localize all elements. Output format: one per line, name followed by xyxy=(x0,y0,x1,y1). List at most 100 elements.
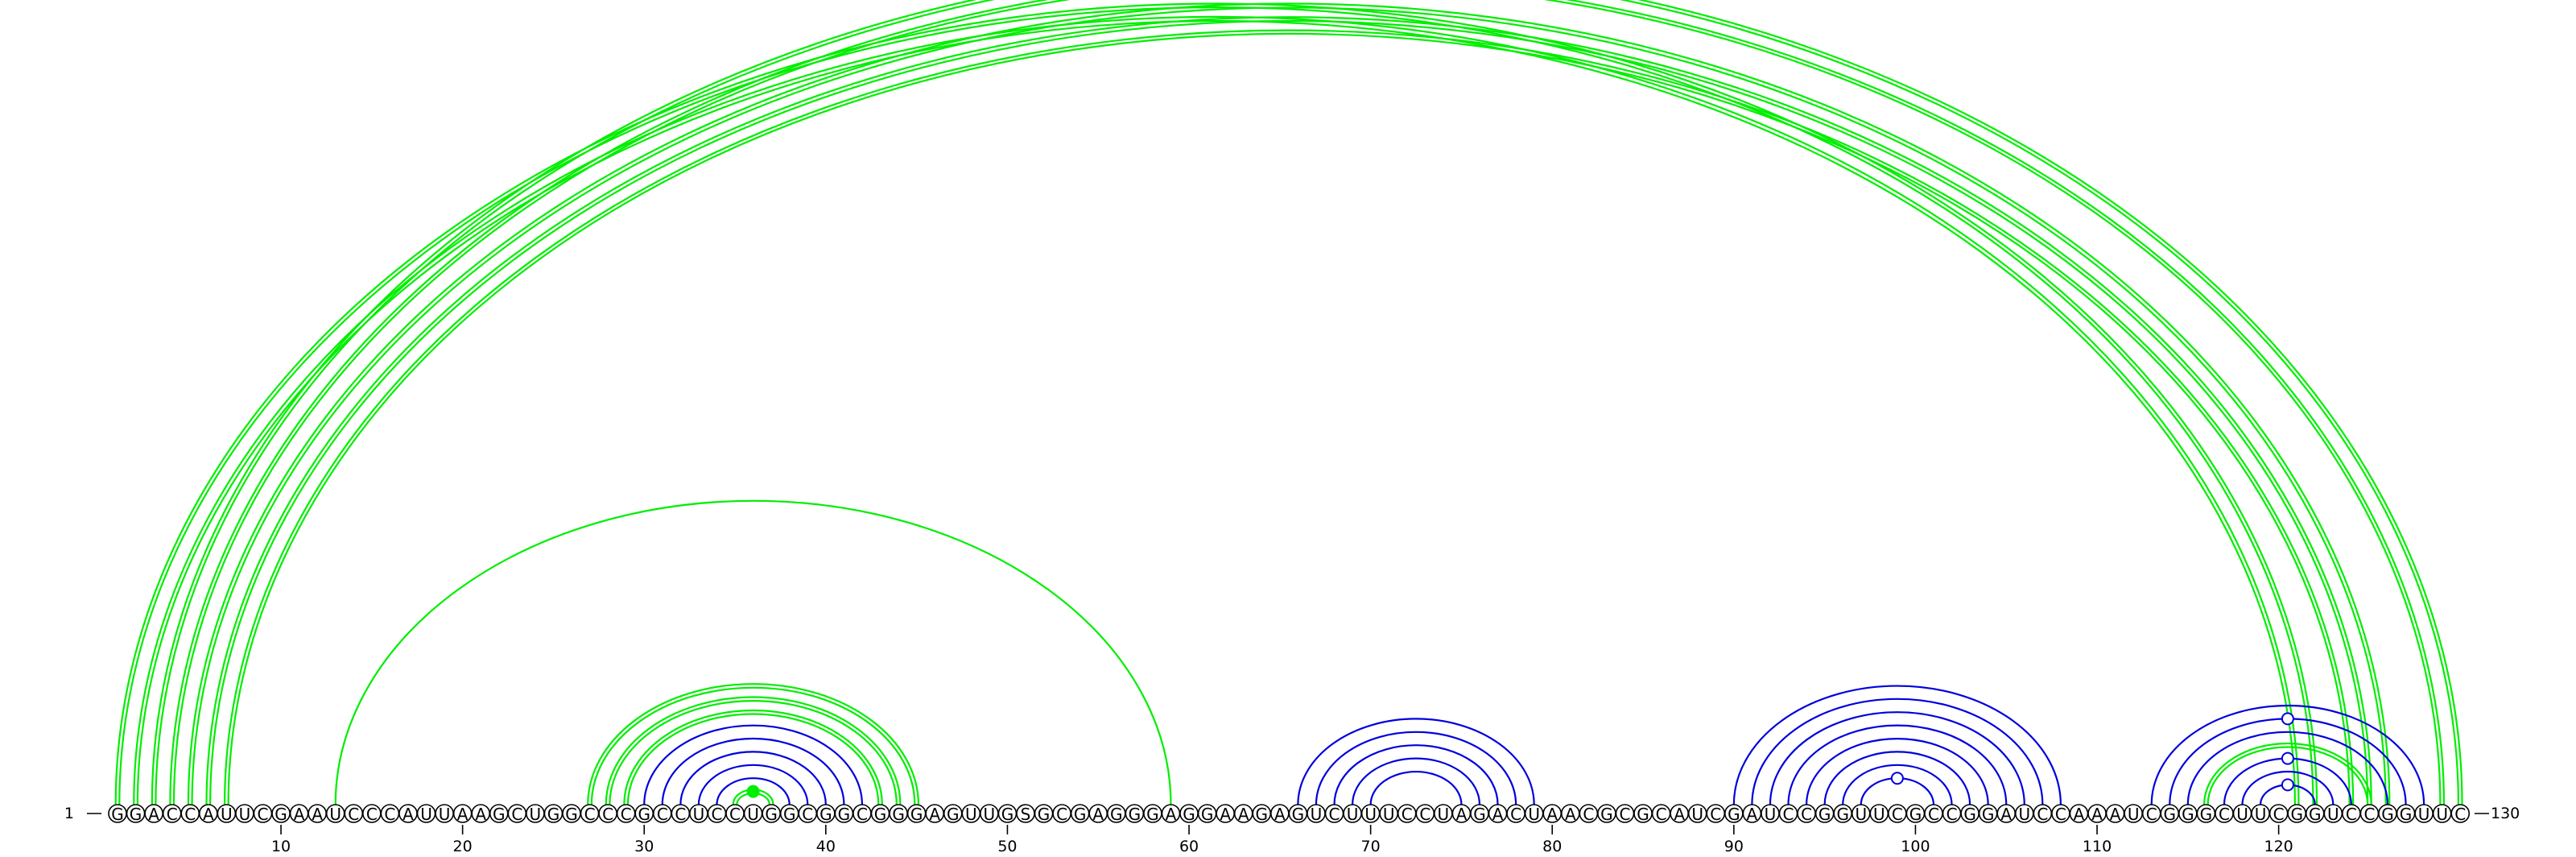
nucleotide: G xyxy=(1814,804,1835,824)
nucleotide: U xyxy=(743,804,763,824)
nucleotide-letter: A xyxy=(457,805,469,824)
open-arc-marker xyxy=(1890,772,1904,785)
nucleotide: G xyxy=(779,804,799,824)
nucleotide-letter: A xyxy=(1492,805,1504,824)
nucleotide-letter: A xyxy=(148,805,159,824)
nucleotide: G xyxy=(271,804,291,824)
nucleotide: G xyxy=(762,804,781,824)
nucleotide: G xyxy=(1034,804,1054,824)
nucleotide-letter: C xyxy=(2055,805,2066,824)
nucleotide: S xyxy=(1016,804,1035,824)
end-label: 130 xyxy=(2491,805,2520,822)
tick-label: 110 xyxy=(2083,838,2112,855)
nucleotide-letter: U xyxy=(420,805,432,824)
nucleotide: G xyxy=(2378,804,2397,824)
blue-arc xyxy=(1823,751,1971,805)
nucleotide: G xyxy=(2396,804,2416,824)
nucleotide: A xyxy=(1270,804,1290,824)
nucleotide-letter: C xyxy=(1583,805,1594,824)
nucleotide: G xyxy=(1833,804,1852,824)
nucleotide-letter: C xyxy=(621,805,632,824)
nucleotide-letter: G xyxy=(1001,805,1014,824)
nucleotide-letter: G xyxy=(2164,805,2177,824)
tick-label: 50 xyxy=(997,838,1017,855)
nucleotide-letter: U xyxy=(1383,805,1395,824)
nucleotide: C xyxy=(1506,804,1525,824)
nucleotide: C xyxy=(2215,804,2234,824)
nucleotide-letter: A xyxy=(1674,805,1685,824)
blue-arc xyxy=(716,777,791,805)
nucleotide-letter: C xyxy=(711,805,722,824)
nucleotide-letter: G xyxy=(1600,805,1613,824)
nucleotide: A xyxy=(289,804,309,824)
nucleotide-letter: G xyxy=(1909,805,1922,824)
nucleotide: U xyxy=(526,804,545,824)
nucleotide: A xyxy=(1233,804,1253,824)
nucleotide-letter: A xyxy=(929,805,940,824)
nucleotide-letter: A xyxy=(2074,805,2085,824)
nucleotide: G xyxy=(906,804,927,824)
blue-arc xyxy=(1842,764,1953,805)
open-arc-marker xyxy=(2281,751,2294,765)
nucleotide: C xyxy=(1415,804,1435,824)
nucleotide: A xyxy=(398,804,418,824)
nucleotide-letter: A xyxy=(1092,805,1104,824)
nucleotide: A xyxy=(1996,804,2017,824)
nucleotide-letter: U xyxy=(1873,805,1885,824)
nucleotide: A xyxy=(2087,804,2107,824)
nucleotide-circle xyxy=(2450,804,2471,823)
open-arc-marker xyxy=(2281,712,2294,726)
nucleotide-letter: U xyxy=(2128,805,2140,824)
nucleotide: G xyxy=(1905,804,1926,824)
nucleotide-letter: C xyxy=(1402,805,1413,824)
nucleotide: A xyxy=(1088,804,1108,824)
green-arc xyxy=(609,700,898,805)
nucleotide: G xyxy=(2287,804,2306,824)
nucleotide: C xyxy=(1324,804,1344,824)
nucleotide-letter: C xyxy=(1946,805,1958,824)
nucleotide: C xyxy=(2051,804,2070,824)
nucleotide: C xyxy=(2033,804,2053,824)
nucleotide-letter: G xyxy=(2290,805,2303,824)
blue-arc xyxy=(1787,724,2008,805)
nucleotide-letter: U xyxy=(1347,805,1359,824)
tick-label: 60 xyxy=(1179,838,1199,855)
nucleotide-letter: C xyxy=(2146,805,2157,824)
green-arc xyxy=(155,0,2460,805)
nucleotide-letter: C xyxy=(366,805,378,824)
nucleotide: A xyxy=(452,804,473,824)
nucleotide-letter: G xyxy=(111,805,124,824)
nucleotide-letter: A xyxy=(1747,805,1758,824)
nucleotide-letter: U xyxy=(2418,805,2430,824)
nucleotide: A xyxy=(198,804,218,824)
blue-arc xyxy=(1805,737,1989,805)
blue-arc xyxy=(1769,711,2025,805)
position-axis: 10 20 30 40 50 60 70 80 90 100 110 120 xyxy=(271,825,2293,855)
nucleotide-letter: U xyxy=(2236,805,2248,824)
nucleotide-letter: G xyxy=(892,805,905,824)
nucleotide: G xyxy=(870,804,890,824)
nucleotide: A xyxy=(1161,804,1181,824)
nucleotide-letter: G xyxy=(1836,805,1849,824)
nucleotide-letter: G xyxy=(130,805,142,824)
blue-arc xyxy=(643,724,864,805)
nucleotide: G xyxy=(1960,804,1979,824)
nucleotide-letter: G xyxy=(1110,805,1123,824)
nucleotide: G xyxy=(1288,804,1308,824)
sequence-backbone: 1 130 xyxy=(64,805,2520,822)
nucleotide-letter: U xyxy=(2255,805,2267,824)
nucleotide: U xyxy=(2414,804,2434,824)
nucleotide: G xyxy=(1597,804,1616,824)
green-arc xyxy=(605,696,902,805)
nucleotide-letter: A xyxy=(203,805,214,824)
nucleotide-letter: A xyxy=(312,805,323,824)
nucleotide: G xyxy=(1978,804,1998,824)
green-arc xyxy=(114,2,2318,805)
nucleotide-letter: G xyxy=(1146,805,1159,824)
nucleotide-letter: U xyxy=(693,805,705,824)
nucleotide-letter: G xyxy=(1038,805,1051,824)
nucleotide-letter: C xyxy=(348,805,359,824)
nucleotide: U xyxy=(980,804,999,824)
